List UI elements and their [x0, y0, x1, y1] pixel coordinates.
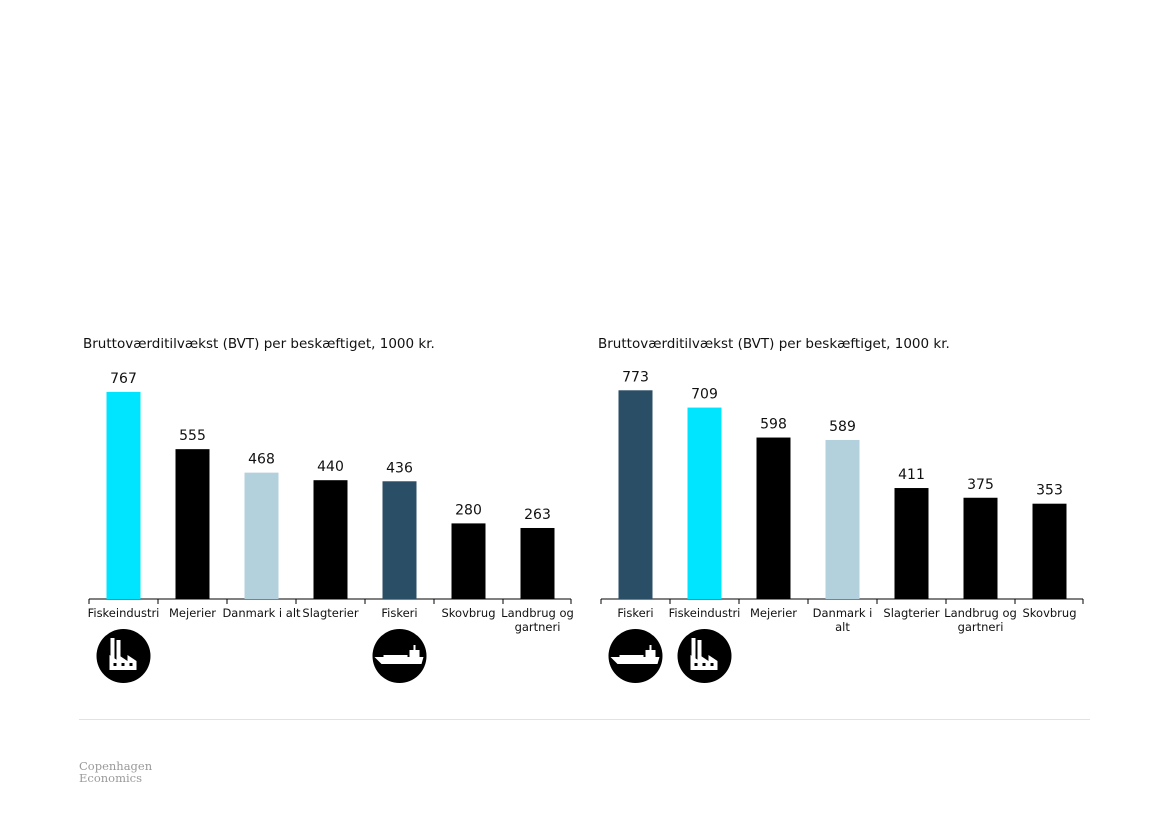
data-label: 440	[317, 459, 344, 475]
bar-fiskeindustri	[106, 391, 141, 599]
category-label: Danmark i alt	[222, 606, 301, 620]
chart-title-left: Bruttoværditilvækst (BVT) per beskæftige…	[83, 336, 435, 352]
bar-landbrug-og-gartneri	[963, 497, 998, 599]
bar-fiskeri	[382, 481, 417, 599]
data-label: 709	[691, 387, 718, 403]
bar-danmark-i-alt	[244, 472, 279, 599]
category-label: Fiskeri	[617, 606, 653, 620]
bar-chart-left: 767 Fiskeindustri 555 Mejerier 468 Danmark i …	[88, 371, 574, 683]
ship-icon	[608, 629, 663, 683]
data-label: 598	[760, 417, 787, 433]
ship-icon	[372, 629, 427, 683]
logo-line-1: Copenhagen	[79, 759, 153, 773]
data-label: 411	[898, 467, 925, 483]
company-logo: Copenhagen Economics	[79, 759, 153, 785]
category-label: Slagterier	[302, 606, 358, 620]
data-label: 375	[967, 477, 994, 493]
category-label: Landbrug og gartneri	[501, 606, 574, 634]
data-label: 353	[1036, 483, 1063, 499]
bar-chart-right: 773 Fiskeri 709 Fiskeindustri 598 Mejerier 589…	[600, 369, 1084, 683]
data-label: 589	[829, 419, 856, 435]
bar-landbrug-og-gartneri	[520, 527, 555, 599]
data-label: 555	[179, 428, 206, 444]
data-label: 773	[622, 369, 649, 385]
category-label: Slagterier	[883, 606, 939, 620]
category-label: Mejerier	[169, 606, 216, 620]
category-label: Fiskeindustri	[88, 606, 160, 620]
bar-slagterier	[313, 480, 348, 599]
category-label: Skovbrug	[441, 606, 495, 620]
bar-danmark-i-alt	[825, 439, 860, 599]
category-label: Fiskeri	[381, 606, 417, 620]
category-label: Danmark i alt	[813, 606, 873, 634]
bar-skovbrug	[1032, 503, 1067, 599]
bar-fiskeindustri	[687, 407, 722, 599]
bar-fiskeri	[618, 390, 653, 599]
data-label: 263	[524, 507, 551, 523]
bar-slagterier	[894, 488, 929, 599]
category-label: Fiskeindustri	[669, 606, 741, 620]
factory-icon	[677, 629, 732, 683]
bar-mejerier	[175, 449, 210, 599]
logo-line-2: Economics	[79, 770, 143, 785]
category-label: Landbrug og gartneri	[944, 606, 1017, 634]
data-label: 767	[110, 371, 137, 387]
category-label: Skovbrug	[1022, 606, 1076, 620]
data-label: 436	[386, 460, 413, 476]
data-label: 280	[455, 502, 482, 518]
category-label: Mejerier	[750, 606, 797, 620]
footer-divider	[79, 719, 1090, 720]
bar-mejerier	[756, 437, 791, 599]
bar-skovbrug	[451, 523, 486, 599]
factory-icon	[96, 629, 151, 683]
chart-title-right: Bruttoværditilvækst (BVT) per beskæftige…	[598, 336, 950, 352]
data-label: 468	[248, 452, 275, 468]
